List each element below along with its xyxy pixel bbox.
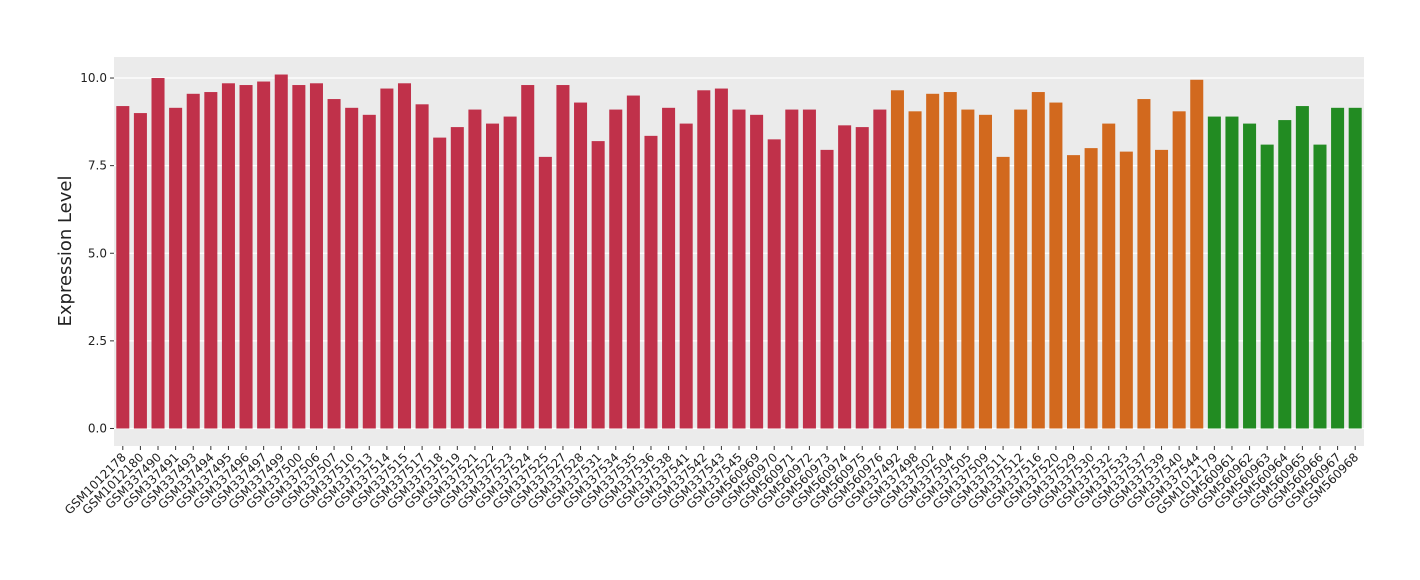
bar [609, 109, 623, 429]
bar [1260, 144, 1274, 429]
bar [1155, 149, 1169, 429]
bar [996, 156, 1010, 429]
bar [838, 125, 852, 429]
bar [908, 111, 922, 429]
bar [626, 95, 640, 429]
bar [644, 135, 658, 429]
bar [873, 109, 887, 429]
bar [978, 114, 992, 429]
y-axis-title: Expression Level [55, 176, 76, 327]
bar [1243, 123, 1257, 429]
bar [1066, 155, 1081, 429]
bar [1313, 144, 1327, 429]
bar [1014, 109, 1028, 429]
bar [538, 156, 552, 429]
bar [1207, 116, 1221, 429]
bar [257, 81, 271, 429]
bar [133, 113, 147, 429]
bar [415, 104, 429, 429]
bar [116, 106, 130, 429]
bar [591, 141, 605, 429]
bar [433, 137, 447, 429]
bar [204, 92, 218, 429]
bar [556, 85, 570, 429]
bar [1137, 99, 1151, 429]
bar [1102, 123, 1116, 429]
bar [1031, 92, 1045, 429]
bar [169, 107, 183, 429]
bar [714, 88, 728, 429]
bar [574, 102, 588, 429]
y-tick-label: 10.0 [80, 71, 107, 85]
bar [1331, 107, 1345, 429]
bar [750, 114, 764, 429]
bar [1295, 106, 1309, 429]
bar [662, 107, 676, 429]
bar [292, 85, 306, 429]
bar [1190, 79, 1204, 429]
bar [1172, 111, 1186, 429]
bar [802, 109, 816, 429]
bar [697, 90, 711, 429]
bar [274, 74, 288, 429]
bar [926, 93, 940, 429]
bar [820, 149, 834, 429]
bar [397, 83, 412, 429]
bar [345, 107, 359, 429]
bar [221, 83, 235, 429]
bar [486, 123, 500, 429]
bar [732, 109, 746, 429]
bar [855, 127, 869, 429]
y-tick-label: 2.5 [88, 334, 107, 348]
bar [1049, 102, 1063, 429]
y-tick-label: 7.5 [88, 159, 107, 173]
bar [503, 116, 517, 429]
bar [1278, 120, 1292, 429]
bar [327, 99, 341, 429]
y-tick-label: 5.0 [88, 246, 107, 260]
bar [468, 109, 482, 429]
bar [151, 78, 165, 429]
bar [1225, 116, 1239, 429]
bar [309, 83, 323, 429]
bar [961, 109, 975, 429]
bar [679, 123, 693, 429]
bar [1084, 148, 1098, 429]
bar [450, 127, 464, 429]
y-tick-label: 0.0 [88, 421, 107, 435]
bar [239, 85, 253, 429]
bar [362, 114, 376, 429]
bar [1119, 151, 1133, 429]
bar [186, 93, 200, 429]
bar [890, 90, 904, 429]
bar [380, 88, 394, 429]
bar [1348, 107, 1362, 429]
bar [943, 92, 957, 429]
bar [767, 139, 781, 429]
bar [521, 85, 535, 429]
bar [785, 109, 799, 429]
